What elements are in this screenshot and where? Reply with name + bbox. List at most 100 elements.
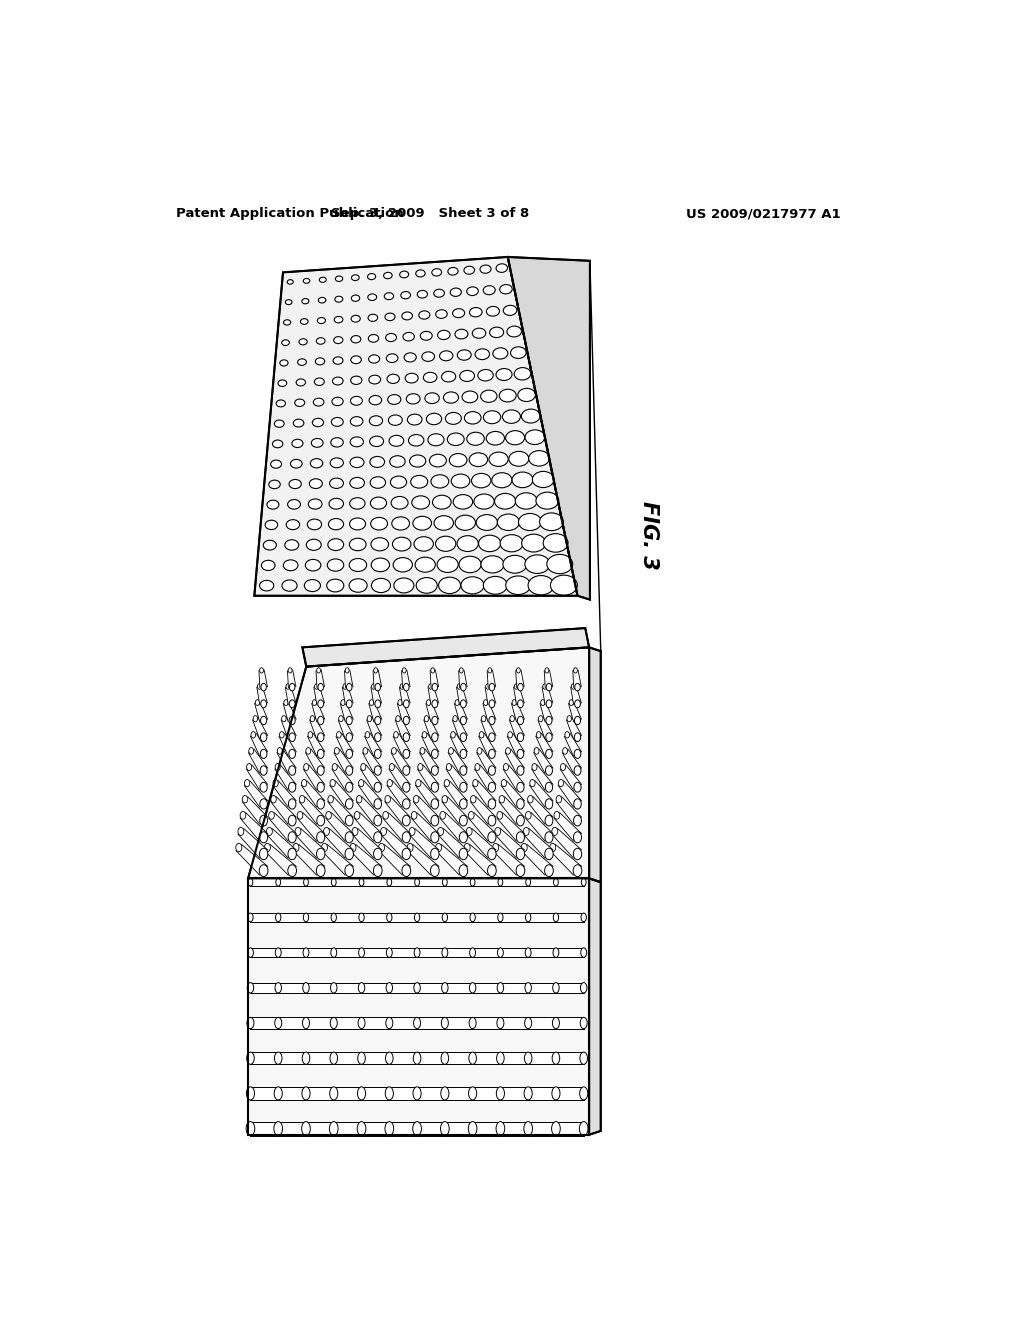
Ellipse shape — [414, 1052, 421, 1064]
Bar — [417, 1052, 444, 1064]
Ellipse shape — [403, 700, 410, 708]
Ellipse shape — [332, 878, 336, 886]
Ellipse shape — [297, 812, 303, 820]
Ellipse shape — [357, 1122, 366, 1135]
Ellipse shape — [259, 849, 268, 859]
Polygon shape — [476, 750, 496, 774]
Ellipse shape — [381, 828, 386, 836]
Ellipse shape — [455, 515, 475, 531]
Ellipse shape — [488, 750, 496, 759]
Ellipse shape — [274, 1086, 283, 1100]
Ellipse shape — [296, 379, 305, 385]
Ellipse shape — [460, 371, 474, 381]
Polygon shape — [493, 845, 524, 875]
Ellipse shape — [499, 796, 505, 803]
Ellipse shape — [540, 513, 563, 531]
Text: FIG. 3: FIG. 3 — [639, 502, 658, 570]
Ellipse shape — [528, 576, 554, 595]
Ellipse shape — [498, 513, 519, 531]
Ellipse shape — [243, 796, 248, 803]
Ellipse shape — [435, 310, 447, 318]
Ellipse shape — [573, 865, 582, 876]
Ellipse shape — [435, 536, 456, 552]
Ellipse shape — [318, 297, 326, 304]
Bar — [251, 948, 279, 957]
Ellipse shape — [497, 1018, 504, 1028]
Ellipse shape — [431, 766, 438, 775]
Ellipse shape — [345, 668, 349, 673]
Ellipse shape — [460, 832, 467, 842]
Ellipse shape — [274, 1018, 282, 1028]
Ellipse shape — [525, 913, 530, 921]
Ellipse shape — [403, 733, 410, 742]
Ellipse shape — [422, 731, 427, 738]
Polygon shape — [309, 718, 325, 739]
Polygon shape — [453, 718, 467, 739]
Bar — [556, 913, 584, 921]
Ellipse shape — [431, 816, 438, 826]
Ellipse shape — [343, 684, 347, 689]
Ellipse shape — [387, 780, 392, 787]
Ellipse shape — [500, 285, 512, 294]
Ellipse shape — [517, 733, 523, 742]
Bar — [389, 948, 417, 957]
Polygon shape — [286, 686, 296, 705]
Ellipse shape — [547, 554, 572, 574]
Polygon shape — [424, 718, 439, 739]
Ellipse shape — [509, 451, 528, 466]
Ellipse shape — [514, 684, 518, 689]
Ellipse shape — [573, 783, 581, 792]
Ellipse shape — [440, 1122, 450, 1135]
Ellipse shape — [440, 812, 445, 820]
Ellipse shape — [481, 715, 485, 722]
Ellipse shape — [357, 1086, 366, 1100]
Ellipse shape — [546, 783, 553, 792]
Ellipse shape — [346, 700, 352, 708]
Ellipse shape — [442, 796, 447, 803]
Polygon shape — [326, 813, 353, 841]
Ellipse shape — [302, 1122, 310, 1135]
Bar — [528, 948, 556, 957]
Ellipse shape — [485, 684, 489, 689]
Bar — [528, 913, 556, 921]
Ellipse shape — [284, 700, 288, 705]
Ellipse shape — [247, 1052, 254, 1064]
Ellipse shape — [488, 717, 495, 725]
Polygon shape — [251, 734, 267, 756]
Ellipse shape — [374, 865, 382, 876]
Ellipse shape — [525, 554, 550, 573]
Ellipse shape — [495, 494, 516, 510]
Ellipse shape — [375, 717, 381, 725]
Polygon shape — [367, 718, 382, 739]
Ellipse shape — [498, 913, 503, 921]
Bar — [473, 1018, 501, 1028]
Bar — [389, 1018, 417, 1028]
Ellipse shape — [574, 750, 581, 759]
Ellipse shape — [331, 982, 337, 993]
Bar — [389, 1052, 417, 1064]
Bar — [528, 1122, 556, 1135]
Ellipse shape — [453, 715, 458, 722]
Ellipse shape — [573, 668, 578, 673]
Ellipse shape — [446, 763, 452, 771]
Ellipse shape — [278, 747, 283, 754]
Ellipse shape — [489, 451, 508, 466]
Ellipse shape — [440, 1086, 449, 1100]
Polygon shape — [507, 734, 524, 756]
Bar — [279, 982, 306, 993]
Bar — [279, 1122, 306, 1135]
Ellipse shape — [558, 780, 563, 787]
Bar — [473, 1122, 501, 1135]
Ellipse shape — [306, 540, 322, 550]
Ellipse shape — [427, 700, 431, 705]
Ellipse shape — [460, 668, 463, 673]
Ellipse shape — [402, 766, 410, 775]
Ellipse shape — [496, 368, 512, 380]
Polygon shape — [534, 750, 553, 774]
Bar — [528, 1086, 556, 1100]
Ellipse shape — [312, 700, 316, 705]
Ellipse shape — [319, 277, 327, 282]
Ellipse shape — [469, 1018, 476, 1028]
Ellipse shape — [535, 747, 539, 754]
Ellipse shape — [260, 816, 267, 826]
